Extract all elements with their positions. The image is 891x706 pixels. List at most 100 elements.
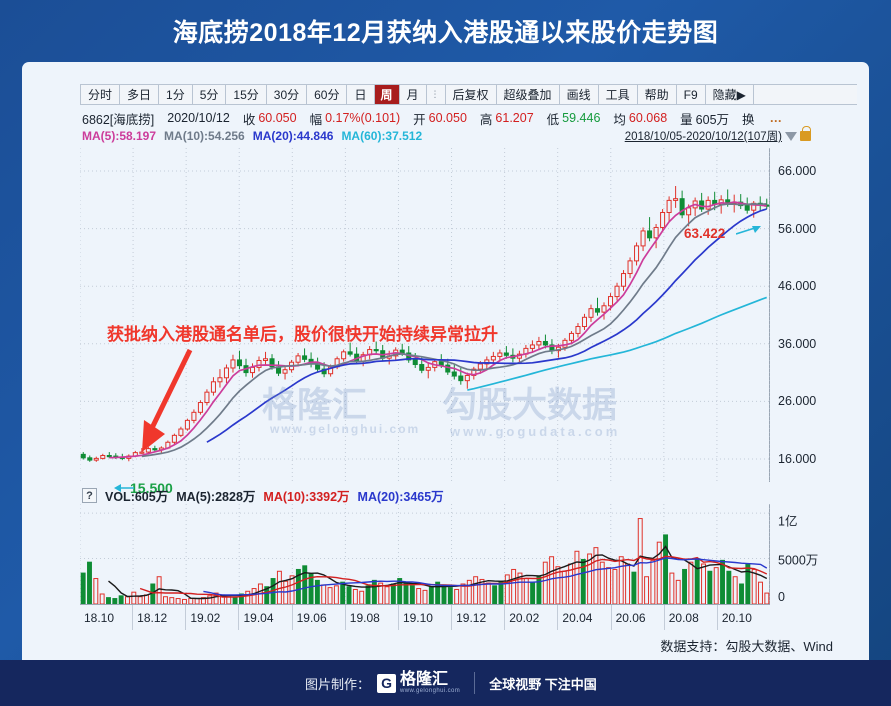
close-label: 收 (242, 112, 256, 127)
gelonghui-logo: G 格隆汇 www.gelonghui.com (377, 672, 460, 694)
volume-tick-2: 0 (778, 590, 785, 604)
open-value: 60.050 (428, 111, 467, 125)
toolbar-button-8[interactable]: 周 (374, 85, 400, 104)
price-tick-1: 56.000 (778, 221, 817, 236)
source-note: 数据支持：勾股大数据、Wind (660, 639, 833, 654)
footer-slogan: 全球视野 下注中国 (489, 676, 597, 692)
made-by-label: 图片制作： (305, 676, 371, 692)
change-label: 幅 (309, 112, 323, 127)
x-axis: 18.10 18.12 19.02 19.04 19.06 19.08 19.10 19.12… (80, 604, 770, 630)
low-price-tag: 15.500 (130, 480, 173, 496)
toolbar-button-12[interactable]: 超级叠加 (496, 85, 560, 104)
ma60-legend: MA(60):37.512 (341, 129, 423, 143)
x-axis-tick-9: 20.04 (558, 605, 612, 630)
volume-value: 605万 (695, 112, 730, 127)
price-tick-2: 46.000 (778, 279, 817, 294)
help-icon[interactable]: ? (82, 488, 97, 503)
volume-tick-1: 5000万 (778, 553, 819, 568)
price-tick-5: 16.000 (778, 451, 817, 466)
logo-name: 格隆汇 (400, 671, 449, 688)
ma10-legend: MA(10):54.256 (164, 129, 245, 143)
x-axis-tick-1: 18.12 (133, 605, 187, 630)
price-y-axis: 66.000 56.000 46.000 36.000 26.000 16.000 (772, 148, 857, 482)
toolbar-button-3[interactable]: 5分 (192, 85, 227, 104)
avg-label: 均 (613, 112, 626, 127)
date-range-selector[interactable]: 2018/10/05-2020/10/12(107周) (624, 126, 811, 144)
volume-chart-area: 1亿 5000万 0 (79, 504, 857, 605)
x-axis-tick-12: 20.10 (721, 610, 752, 625)
volume-legend: ? VOL:605万 MA(5):2828万 MA(10):3392万 MA(2… (82, 486, 444, 505)
toolbar-button-11[interactable]: 后复权 (445, 85, 497, 104)
toolbar-button-15[interactable]: 帮助 (637, 85, 677, 104)
footer-bar: 图片制作： G 格隆汇 www.gelonghui.com 全球视野 下注中国 (0, 660, 891, 706)
vol-ma10: MA(10):3392万 (263, 490, 350, 504)
toolbar-button-9[interactable]: 月 (399, 85, 427, 104)
x-axis-tick-8: 20.02 (505, 605, 559, 630)
toolbar-button-17[interactable]: 隐藏▶ (705, 85, 754, 104)
open-label: 开 (413, 112, 426, 127)
high-label: 高 (479, 112, 493, 127)
page-title: 海底捞2018年12月获纳入港股通以来股价走势图 (172, 19, 719, 47)
toolbar-button-13[interactable]: 画线 (559, 85, 599, 104)
date-range-label: 2018/10/05-2020/10/12(107周) (624, 131, 782, 143)
ma-legend: MA(5):58.197 MA(10):54.256 MA(20):44.846… (82, 128, 869, 144)
x-axis-tick-5: 19.08 (346, 605, 399, 630)
price-plot[interactable] (79, 148, 771, 482)
avg-value: 60.068 (628, 111, 668, 125)
lock-icon[interactable] (800, 126, 811, 141)
vol-ma20: MA(20):3465万 (357, 490, 444, 504)
chart-panel: 分时 多日 1分 5分 15分 30分 60分日周月 ⋮ 后复权 超级叠加 画线 工具 帮助 F9 隐藏▶ … (22, 62, 869, 660)
low-price-arrow-icon (114, 484, 134, 492)
stock-code: 6862[海底捞] (82, 112, 155, 127)
turnover-label: 换 (742, 112, 755, 127)
toolbar-button-6[interactable]: 60分 (307, 85, 348, 104)
low-label: 低 (546, 112, 560, 127)
x-axis-tick-10: 20.06 (612, 605, 665, 630)
toolbar-button-10[interactable]: ⋮ (426, 85, 446, 104)
high-price-arrow-icon (736, 226, 761, 235)
close-value: 60.050 (258, 111, 297, 125)
toolbar-button-0[interactable]: 分时 (81, 85, 121, 104)
low-value: 59.446 (562, 111, 601, 125)
chart-annotation-text: 获批纳入港股通名单后，股价很快开始持续异常拉升 (107, 325, 498, 344)
toolbar-button-5[interactable]: 30分 (266, 85, 308, 104)
volume-bars-svg (79, 504, 771, 605)
logo-mark-icon: G (377, 673, 397, 693)
annotation-arrow-icon (142, 348, 193, 452)
price-tick-3: 36.000 (778, 336, 817, 351)
toolbar-button-2[interactable]: 1分 (159, 85, 193, 104)
volume-tick-0: 1亿 (778, 514, 798, 529)
footer-divider (474, 672, 476, 694)
x-axis-tick-6: 19.10 (399, 605, 453, 630)
ma20-legend: MA(20):44.846 (252, 129, 334, 143)
chevron-down-icon[interactable] (785, 131, 797, 141)
logo-url: www.gelonghui.com (400, 688, 461, 694)
x-axis-tick-2: 19.02 (186, 605, 240, 630)
x-axis-tick-4: 19.06 (293, 605, 346, 630)
change-value: 0.17%(0.101) (325, 111, 401, 125)
volume-y-axis: 1亿 5000万 0 (772, 504, 857, 604)
price-tick-0: 66.000 (778, 164, 817, 179)
high-price-tag: 63.422 (684, 226, 726, 241)
toolbar-button-16[interactable]: F9 (676, 85, 706, 104)
price-tick-4: 26.000 (778, 394, 817, 409)
candlestick-svg (79, 148, 771, 482)
price-chart-area: 66.000 56.000 46.000 36.000 26.000 16.000 (79, 148, 857, 482)
vol-value: VOL:605万 (105, 490, 169, 504)
x-axis-tick-0: 18.10 (80, 605, 134, 630)
ma5-legend: MA(5):58.197 (82, 129, 157, 143)
x-axis-tick-3: 19.04 (239, 605, 293, 630)
chart-toolbar[interactable]: 分时 多日 1分 5分 15分 30分 60分日周月 ⋮ 后复权 超级叠加 画线 工具 帮助 F9 隐藏▶ (80, 84, 857, 105)
vol-ma5: MA(5):2828万 (176, 490, 256, 504)
high-value: 61.207 (495, 111, 534, 125)
toolbar-button-7[interactable]: 日 (347, 85, 375, 104)
toolbar-button-14[interactable]: 工具 (598, 85, 638, 104)
more-icon[interactable]: … (769, 111, 783, 125)
toolbar-button-1[interactable]: 多日 (120, 85, 160, 104)
title-bar: 海底捞2018年12月获纳入港股通以来股价走势图 (0, 0, 891, 62)
quote-summary: 6862[海底捞] 2020/10/12 收 60.050 幅 0.17%(0.… (82, 110, 869, 127)
toolbar-button-4[interactable]: 15分 (226, 85, 267, 104)
volume-label: 量 (680, 112, 693, 127)
volume-plot[interactable] (79, 504, 771, 605)
x-axis-tick-11: 20.08 (665, 605, 718, 630)
